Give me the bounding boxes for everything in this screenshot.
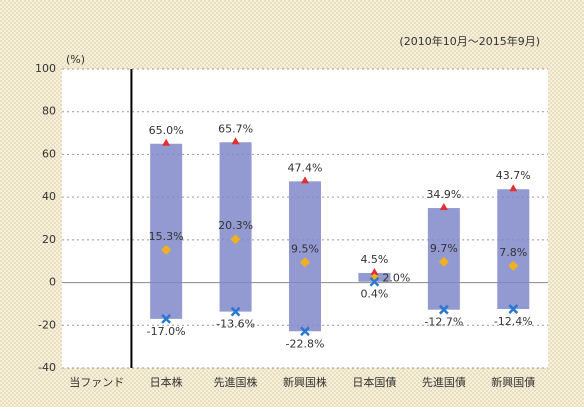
max-marker (509, 184, 518, 192)
avg-label: 7.8% (499, 246, 527, 259)
x-tick-label: 日本株 (150, 375, 183, 389)
x-tick-label: 新興国債 (491, 375, 535, 389)
min-marker (369, 276, 380, 287)
min-label: -12.4% (494, 315, 533, 328)
subtitle: (2010年10月～2015年9月) (399, 34, 540, 48)
min-marker (438, 304, 449, 315)
y-tick-label: 40 (42, 190, 56, 203)
avg-marker (438, 256, 449, 267)
avg-label: 9.7% (430, 242, 458, 255)
y-axis-label: (%) (66, 53, 85, 66)
max-label: 65.0% (149, 124, 184, 137)
y-tick-label: -40 (38, 361, 56, 374)
max-label: 47.4% (288, 161, 323, 174)
avg-label: 2.0% (382, 271, 410, 284)
y-tick-label: 100 (35, 62, 56, 75)
y-tick-label: 0 (49, 276, 56, 289)
avg-label: 20.3% (218, 219, 253, 232)
y-tick-label: 20 (42, 233, 56, 246)
max-marker (231, 137, 240, 145)
min-label: -17.0% (147, 325, 186, 338)
x-tick-label: 先進国株 (214, 375, 258, 389)
range-bar (289, 181, 321, 332)
min-marker (300, 326, 310, 337)
min-label: -12.7% (424, 316, 463, 329)
max-label: 34.9% (426, 188, 461, 201)
min-label: 0.4% (360, 288, 388, 301)
x-tick-label: 先進国債 (422, 375, 466, 389)
x-tick-label: 日本国債 (352, 375, 396, 389)
max-marker (439, 203, 448, 211)
x-tick-label: 新興国株 (283, 375, 327, 389)
avg-marker (508, 260, 519, 271)
range-bar (150, 143, 183, 319)
y-tick-label: 60 (42, 147, 56, 160)
range-bar (497, 189, 530, 310)
max-label: 43.7% (496, 169, 531, 182)
min-marker (230, 306, 241, 317)
max-marker (301, 176, 309, 184)
x-tick-label: 当ファンド (69, 375, 124, 389)
min-label: -13.6% (216, 318, 255, 331)
max-marker (370, 267, 379, 275)
min-marker (508, 304, 519, 314)
max-marker (162, 138, 171, 146)
max-label: 65.7% (218, 122, 253, 135)
avg-label: 15.3% (149, 230, 184, 243)
min-label: -22.8% (286, 337, 325, 350)
max-label: 4.5% (360, 253, 388, 266)
avg-marker (300, 257, 310, 268)
avg-marker (230, 234, 241, 245)
avg-label: 9.5% (291, 242, 319, 255)
avg-marker (161, 244, 172, 255)
range-bar (219, 142, 252, 312)
y-tick-label: 80 (42, 105, 56, 118)
y-tick-label: -20 (38, 318, 56, 331)
min-marker (161, 313, 172, 324)
